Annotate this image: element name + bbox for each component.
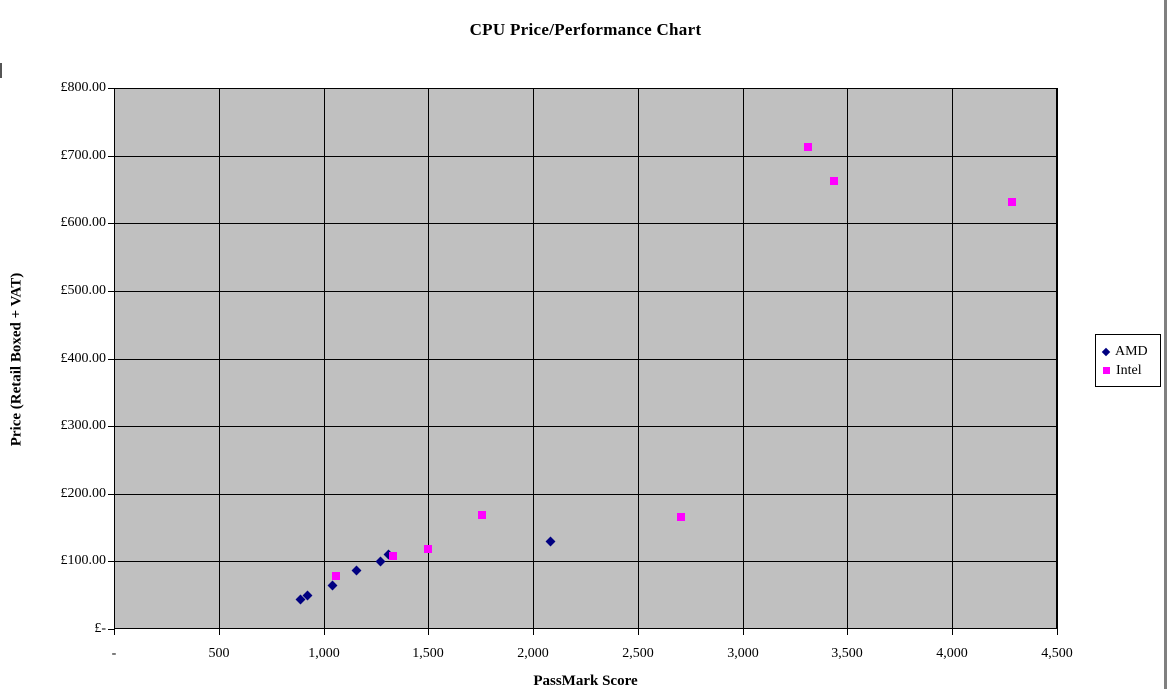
gridline-x-3500: [847, 88, 848, 629]
gridline-y-100: [114, 561, 1057, 562]
data-point-intel-3[interactable]: [424, 545, 432, 553]
y-tick-100: [108, 561, 114, 562]
gridline-y-200: [114, 494, 1057, 495]
x-tick-2000: [533, 629, 534, 635]
y-tick-label-600: £600.00: [60, 215, 107, 230]
chart-title: CPU Price/Performance Chart: [469, 20, 702, 39]
x-tick-500: [219, 629, 220, 635]
x-tick-label-4500: 4,500: [1041, 646, 1073, 661]
amd-diamond-icon: [1101, 347, 1111, 356]
y-tick-label-700: £700.00: [60, 148, 107, 163]
gridline-y-600: [114, 223, 1057, 224]
y-tick-700: [108, 156, 114, 157]
x-tick-1000: [324, 629, 325, 635]
data-point-intel-1[interactable]: [332, 572, 340, 580]
gridline-y-700: [114, 156, 1057, 157]
y-tick-label-800: £800.00: [60, 80, 107, 95]
gridline-x-3000: [743, 88, 744, 629]
x-tick-label-2000: 2,000: [517, 646, 549, 661]
legend-label-amd: AMD: [1115, 343, 1148, 359]
gridline-x-1000: [324, 88, 325, 629]
gridline-x-4000: [952, 88, 953, 629]
y-tick-label-0: £-: [94, 621, 106, 636]
window-right-border: [1164, 0, 1167, 689]
data-point-intel-2[interactable]: [389, 552, 397, 560]
y-tick-label-200: £200.00: [60, 486, 107, 501]
y-tick-600: [108, 223, 114, 224]
x-tick-label-1500: 1,500: [412, 646, 444, 661]
x-tick-label-2500: 2,500: [622, 646, 654, 661]
gridline-x-500: [219, 88, 220, 629]
x-tick-0: [114, 629, 115, 635]
x-tick-3000: [743, 629, 744, 635]
x-tick-label-3000: 3,000: [727, 646, 759, 661]
gridline-y-800: [114, 88, 1057, 89]
y-tick-0: [108, 629, 114, 630]
x-axis-title: PassMark Score: [533, 673, 638, 689]
gridline-y-400: [114, 359, 1057, 360]
data-point-intel-5[interactable]: [677, 513, 685, 521]
legend[interactable]: AMD Intel: [1095, 334, 1161, 387]
data-point-intel-4[interactable]: [478, 511, 486, 519]
gridline-y-300: [114, 426, 1057, 427]
x-tick-label-3500: 3,500: [831, 646, 863, 661]
y-tick-label-300: £300.00: [60, 418, 107, 433]
y-tick-label-400: £400.00: [60, 351, 107, 366]
gridline-x-2500: [638, 88, 639, 629]
x-tick-label-500: 500: [208, 646, 230, 661]
x-tick-4000: [952, 629, 953, 635]
legend-entry-intel[interactable]: Intel: [1103, 361, 1160, 380]
left-edge-artifact: [0, 63, 2, 78]
x-tick-4500: [1057, 629, 1058, 635]
data-point-intel-7[interactable]: [830, 177, 838, 185]
x-tick-3500: [847, 629, 848, 635]
plot-area: [114, 88, 1057, 629]
x-tick-label-1000: 1,000: [308, 646, 340, 661]
y-tick-200: [108, 494, 114, 495]
y-tick-500: [108, 291, 114, 292]
legend-entry-amd[interactable]: AMD: [1101, 342, 1160, 361]
x-tick-label-4000: 4,000: [936, 646, 968, 661]
x-tick-2500: [638, 629, 639, 635]
x-tick-1500: [428, 629, 429, 635]
gridline-y-500: [114, 291, 1057, 292]
y-tick-800: [108, 88, 114, 89]
y-tick-label-100: £100.00: [60, 553, 107, 568]
data-point-intel-8[interactable]: [1008, 198, 1016, 206]
data-point-intel-6[interactable]: [804, 143, 812, 151]
intel-square-icon: [1103, 367, 1110, 374]
y-tick-400: [108, 359, 114, 360]
y-tick-300: [108, 426, 114, 427]
legend-label-intel: Intel: [1116, 362, 1142, 378]
gridline-x-1500: [428, 88, 429, 629]
x-tick-label-0: -: [111, 646, 117, 661]
y-tick-label-500: £500.00: [60, 283, 107, 298]
gridline-x-2000: [533, 88, 534, 629]
gridline-x-4500: [1057, 88, 1058, 629]
